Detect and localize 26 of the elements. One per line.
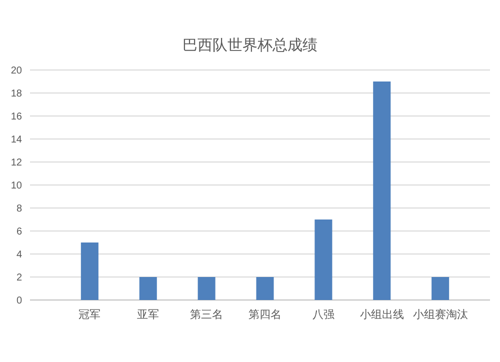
y-tick-label: 14 [10,134,22,146]
x-tick-label: 小组出线 [360,308,404,321]
y-tick-label: 18 [10,88,22,100]
y-tick-label: 12 [10,158,22,168]
bar [432,277,450,300]
y-tick-label: 20 [10,66,22,76]
bar [373,82,391,300]
x-tick-label: 八强 [312,309,334,321]
bar [80,242,98,300]
x-tick-label: 亚军 [137,309,160,321]
y-tick-label: 4 [16,250,22,260]
y-tick-label: 0 [16,296,22,306]
y-tick-label: 8 [16,204,22,214]
y-tick-label: 10 [10,180,22,192]
bar [314,220,332,300]
x-tick-label: 冠军 [78,309,101,321]
x-tick-label: 第三名 [190,309,224,321]
y-tick-label: 16 [10,112,22,122]
bar [139,277,157,300]
chart-title: 巴西队世界杯总成绩 [182,37,318,54]
bar [256,277,274,300]
x-tick-label: 小组赛淘汰 [412,308,468,321]
x-tick-label: 第四名 [248,309,282,321]
bar [198,277,216,300]
y-tick-label: 6 [16,226,22,238]
y-tick-label: 2 [16,272,22,284]
